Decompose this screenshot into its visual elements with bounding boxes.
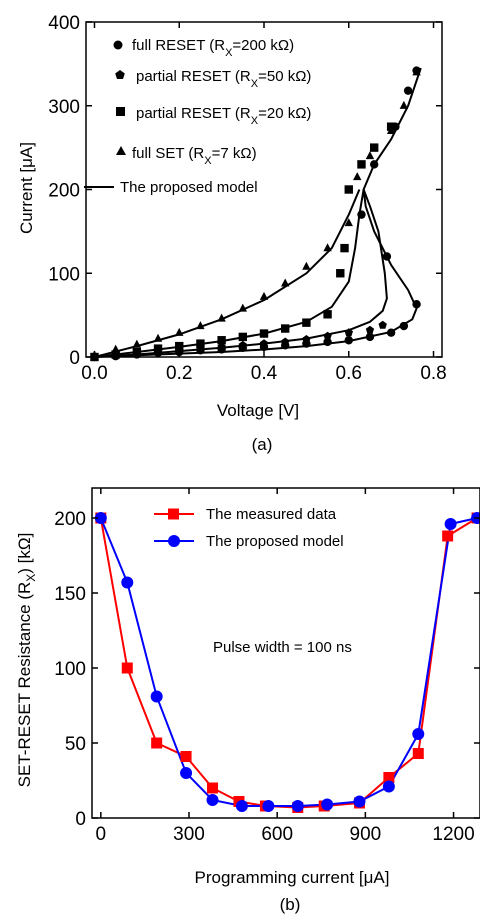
data-point-square bbox=[340, 243, 349, 253]
data-point-square bbox=[383, 772, 395, 783]
panel-b-axis-ticks: 0 300 600 900 1200 0 50 100 150 200 bbox=[54, 488, 480, 845]
data-point-pentagon bbox=[365, 325, 375, 334]
x-tick-label: 0.4 bbox=[251, 363, 278, 384]
x-tick-label: 300 bbox=[173, 824, 205, 845]
data-point-circle bbox=[121, 576, 134, 589]
x-tick-label: 0.8 bbox=[420, 363, 446, 384]
y-tick-label: 0 bbox=[69, 348, 80, 369]
y-tick-label: 200 bbox=[54, 509, 86, 530]
panel-a: 0.0 0.2 0.4 0.6 0.8 0 100 200 300 400 full RESET … bbox=[17, 13, 447, 454]
panel-a-legend: full RESET (RX=200 kΩ) partial RESET (RX… bbox=[84, 37, 311, 196]
panel-a-x-axis-label: Voltage [V] bbox=[217, 401, 299, 420]
x-tick-label: 0 bbox=[96, 824, 107, 845]
panel-a-y-axis-label: Current [μA] bbox=[17, 142, 36, 234]
data-point-circle bbox=[235, 800, 248, 812]
data-point-triangle bbox=[386, 126, 396, 135]
panel-b-y-axis-label: SET-RESET Resistance (RX) [kΩ] bbox=[15, 533, 38, 788]
panel-b-label: (b) bbox=[280, 895, 301, 914]
data-point-circle bbox=[321, 798, 334, 811]
data-point-pentagon bbox=[378, 320, 387, 329]
x-tick-label: 0.2 bbox=[166, 363, 192, 384]
y-tick-label: 100 bbox=[48, 264, 80, 285]
y-tick-label: 150 bbox=[54, 584, 86, 605]
model-curve bbox=[94, 67, 422, 358]
data-point-circle bbox=[444, 518, 457, 530]
data-point-circle bbox=[412, 728, 425, 740]
data-point-square bbox=[369, 143, 379, 152]
panel-b-legend: The measured data The proposed model bbox=[154, 506, 344, 550]
y-tick-label: 50 bbox=[65, 734, 86, 755]
data-point-circle bbox=[180, 767, 193, 779]
data-point-square bbox=[121, 662, 133, 674]
legend-label-measured: The measured data bbox=[206, 506, 337, 523]
data-point-triangle bbox=[365, 151, 375, 160]
data-point-square bbox=[323, 310, 332, 319]
x-tick-label: 900 bbox=[350, 824, 382, 845]
legend-marker-model-circle bbox=[168, 535, 180, 547]
model-curve bbox=[94, 189, 365, 358]
data-point-square bbox=[442, 530, 454, 542]
y-tick-label: 100 bbox=[54, 659, 86, 680]
data-point-square bbox=[357, 160, 366, 169]
panel-a-label: (a) bbox=[252, 435, 273, 454]
panel-a-data-marks bbox=[90, 66, 422, 362]
data-point-circle bbox=[150, 690, 163, 703]
legend-label-full-reset: full RESET (RX=200 kΩ) bbox=[132, 37, 294, 59]
x-tick-label: 600 bbox=[261, 824, 293, 845]
data-point-circle bbox=[353, 795, 366, 808]
data-point-circle bbox=[206, 794, 219, 806]
legend-marker-pentagon bbox=[115, 70, 125, 79]
data-point-triangle bbox=[344, 218, 353, 227]
legend-marker-square bbox=[116, 107, 125, 116]
panel-b-x-axis-label: Programming current [μA] bbox=[195, 868, 390, 887]
data-point-circle bbox=[403, 86, 413, 95]
legend-label-partial-reset-50k: partial RESET (RX=50 kΩ) bbox=[136, 68, 311, 90]
data-point-circle bbox=[382, 780, 395, 793]
y-tick-label: 200 bbox=[48, 181, 80, 202]
legend-label-model: The proposed model bbox=[206, 533, 344, 550]
pulse-width-annotation: Pulse width = 100 ns bbox=[213, 639, 352, 656]
legend-label-partial-reset-20k: partial RESET (RX=20 kΩ) bbox=[136, 105, 311, 127]
panel-b-plot-frame bbox=[91, 487, 480, 819]
y-tick-label: 0 bbox=[75, 809, 86, 830]
data-point-triangle bbox=[399, 100, 409, 109]
legend-marker-measured-square bbox=[168, 508, 179, 520]
data-point-square bbox=[207, 782, 219, 794]
data-point-square bbox=[336, 269, 345, 278]
data-point-triangle bbox=[353, 172, 362, 181]
data-point-triangle bbox=[302, 261, 311, 270]
legend-marker-circle bbox=[113, 40, 123, 50]
data-point-square bbox=[344, 185, 353, 194]
y-tick-label: 400 bbox=[48, 13, 80, 34]
data-point-circle bbox=[94, 512, 107, 524]
data-point-square bbox=[151, 737, 163, 749]
series-line bbox=[99, 517, 478, 809]
data-point-circle bbox=[291, 800, 304, 812]
x-tick-label: 0.0 bbox=[81, 363, 107, 384]
panel-b: 0 300 600 900 1200 0 50 100 150 200 The measured … bbox=[15, 487, 480, 914]
panel-a-axis-ticks: 0.0 0.2 0.4 0.6 0.8 0 100 200 300 400 bbox=[48, 13, 446, 384]
data-point-square bbox=[412, 748, 424, 759]
legend-marker-triangle bbox=[116, 146, 126, 155]
data-point-circle bbox=[262, 800, 275, 812]
x-tick-label: 1200 bbox=[432, 824, 474, 845]
x-tick-label: 0.6 bbox=[336, 363, 362, 384]
model-curve bbox=[94, 189, 388, 358]
legend-label-proposed-model: The proposed model bbox=[120, 179, 258, 196]
legend-label-full-set: full SET (RX=7 kΩ) bbox=[132, 145, 257, 167]
panel-b-data-marks bbox=[94, 512, 480, 813]
series-line bbox=[99, 517, 478, 807]
data-point-square bbox=[180, 751, 192, 762]
y-tick-label: 300 bbox=[48, 97, 80, 118]
model-curve bbox=[94, 189, 361, 358]
